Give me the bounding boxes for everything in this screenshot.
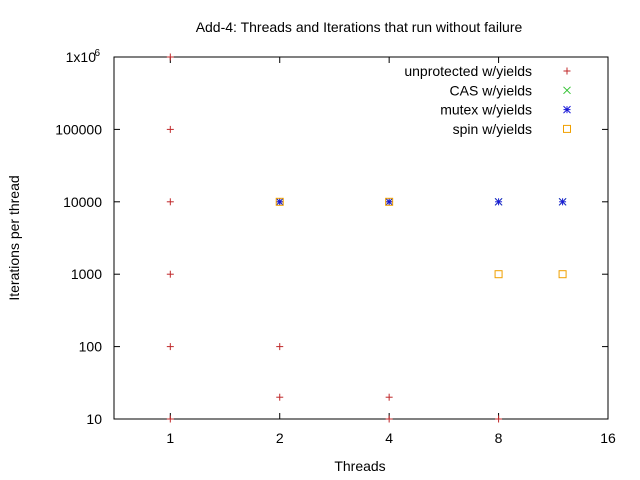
x-tick-label: 4 <box>385 430 393 446</box>
data-point <box>166 198 174 206</box>
data-point <box>166 270 174 278</box>
x-tick-label: 8 <box>495 430 503 446</box>
x-tick-label: 1 <box>166 430 174 446</box>
y-tick-exponent: 6 <box>94 48 100 59</box>
legend-label: mutex w/yields <box>440 102 532 118</box>
x-tick: 16 <box>600 57 616 446</box>
x-tick: 2 <box>276 57 284 446</box>
data-point <box>276 343 284 351</box>
legend: unprotected w/yields CAS w/yields mutex w/… <box>404 63 571 137</box>
y-axis-title: Iterations per thread <box>6 175 22 300</box>
series <box>275 197 567 206</box>
y-tick: 100 <box>79 339 608 355</box>
y-tick-label: 10000 <box>63 194 102 210</box>
x-tick-label: 16 <box>600 430 616 446</box>
data-point <box>558 270 567 279</box>
x-tick-label: 2 <box>276 430 284 446</box>
y-tick: 10000 <box>63 194 608 210</box>
y-tick: 10 <box>86 411 608 427</box>
data-point <box>494 270 503 279</box>
data-points <box>166 53 567 423</box>
data-point <box>563 67 571 75</box>
data-point <box>563 124 571 133</box>
y-tick: 1000 <box>71 266 608 282</box>
data-point <box>166 415 174 423</box>
data-point <box>276 393 284 401</box>
data-point <box>166 53 174 61</box>
y-tick: 100000 <box>55 121 608 137</box>
data-point <box>563 86 571 95</box>
y-tick-label: 10 <box>86 411 102 427</box>
x-axis-title: Threads <box>334 458 385 474</box>
series <box>275 197 567 279</box>
y-tick-label: 100 <box>79 339 103 355</box>
data-point <box>385 197 394 206</box>
legend-item: spin w/yields <box>453 121 571 137</box>
data-point <box>385 197 394 206</box>
y-tick-label: 1x10 <box>66 49 97 65</box>
y-tick-label: 1000 <box>71 266 102 282</box>
data-point <box>166 343 174 351</box>
legend-label: unprotected w/yields <box>404 63 532 79</box>
legend-label: spin w/yields <box>453 121 532 137</box>
data-point <box>495 415 503 423</box>
data-point <box>385 415 393 423</box>
data-point <box>494 197 503 206</box>
data-point <box>563 105 571 114</box>
data-point <box>385 393 393 401</box>
y-tick-label: 100000 <box>55 121 102 137</box>
data-point <box>166 125 174 133</box>
series <box>275 197 567 206</box>
data-point <box>275 197 284 206</box>
legend-item: CAS w/yields <box>450 82 571 98</box>
x-tick: 1 <box>166 57 174 446</box>
plot-frame <box>113 56 609 420</box>
legend-item: unprotected w/yields <box>404 63 571 79</box>
legend-label: CAS w/yields <box>450 82 532 98</box>
legend-item: mutex w/yields <box>440 102 571 118</box>
x-axis: 1 2 4 8 16 <box>166 57 616 446</box>
data-point <box>558 197 567 206</box>
x-tick: 4 <box>385 57 393 446</box>
chart-title: Add-4: Threads and Iterations that run w… <box>196 19 523 35</box>
data-point <box>275 197 284 206</box>
